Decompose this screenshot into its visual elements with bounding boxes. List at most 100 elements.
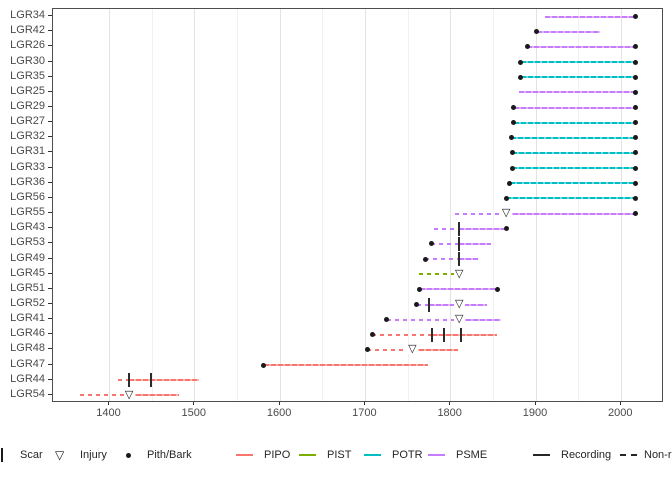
y-axis-tick: [48, 242, 52, 244]
series-line-segment: [520, 61, 636, 64]
y-axis-tick: [48, 333, 52, 335]
pipo-legend-label: PIPO: [264, 449, 291, 461]
pith-bark-dot: [509, 150, 515, 156]
y-axis-label: LGR31: [10, 145, 45, 158]
pith-bark-dot: [503, 195, 509, 201]
pith-bark-dot: [633, 74, 639, 80]
y-axis-tick: [48, 121, 52, 123]
y-axis-tick: [48, 151, 52, 153]
series-line-segment: [512, 167, 636, 170]
injury-marker: ▽: [453, 267, 465, 280]
series-line-segment: [544, 15, 636, 18]
y-axis-label: LGR47: [10, 357, 45, 370]
gridline-minor: [236, 9, 238, 401]
y-axis-label: LGR34: [10, 9, 45, 22]
y-axis-label: LGR36: [10, 175, 45, 188]
plot-panel: ▽ ▽ ▽ ▽ ▽ ▽: [52, 8, 663, 402]
y-axis-tick: [48, 348, 52, 350]
y-axis-label: LGR45: [10, 266, 45, 279]
pipo-line-icon: [236, 454, 253, 456]
y-axis-tick: [48, 136, 52, 138]
pith-bark-dot: [633, 150, 639, 156]
y-axis-label: LGR35: [10, 69, 45, 82]
series-line-segment: [129, 379, 200, 382]
injury-marker: ▽: [500, 207, 512, 220]
injury-icon: ▽: [55, 448, 65, 462]
pith-bark-dot: [508, 135, 514, 141]
gridline-major: [194, 9, 196, 401]
y-axis-tick: [48, 272, 52, 274]
gridline-major: [364, 9, 366, 401]
recording-legend-label: Recording: [561, 449, 612, 461]
y-axis-tick: [48, 303, 52, 304]
pith-bark-dot: [518, 59, 524, 65]
scar-marker: [150, 373, 153, 388]
x-axis-label: 1500: [181, 407, 207, 419]
psme-legend-label: PSME: [456, 449, 488, 461]
gridline-minor: [578, 9, 580, 401]
pith-bark-dot: [495, 286, 501, 292]
pith-bark-dot: [364, 347, 370, 353]
scar-marker: [430, 327, 433, 342]
y-axis-label: LGR44: [10, 372, 45, 385]
x-axis-tick: [278, 402, 280, 405]
nonrecording-legend-symbol: [620, 444, 637, 466]
y-axis-tick: [48, 318, 52, 320]
y-axis-label: LGR54: [10, 387, 45, 400]
pist-legend-label: PIST: [327, 449, 352, 461]
y-axis-label: LGR51: [10, 281, 45, 294]
series-line-segment: [431, 333, 497, 336]
x-axis-label: 1700: [352, 407, 377, 419]
pith-bark-dot: [633, 165, 639, 171]
scar-legend-label: Scar: [20, 449, 43, 461]
nonrecording-legend-label: Non-recording: [644, 449, 672, 461]
series-line-segment: [416, 303, 430, 306]
y-axis-tick: [48, 30, 52, 32]
pith-bark-dot: [633, 89, 639, 95]
gridline-major: [109, 9, 110, 401]
pipo-legend-symbol: [236, 444, 253, 466]
y-axis-tick: [48, 363, 52, 365]
series-line-segment: [419, 273, 460, 276]
scar-legend-symbol: [1, 444, 3, 466]
series-line-segment: [518, 91, 636, 94]
y-axis-tick: [48, 181, 52, 183]
series-line-segment: [129, 394, 180, 397]
injury-marker: ▽: [453, 298, 465, 310]
pith-bark-dot: [507, 180, 513, 186]
psme-line-icon: [428, 454, 445, 456]
y-axis-label: LGR53: [10, 236, 45, 249]
y-axis-label: LGR43: [10, 221, 45, 234]
pith-bark-legend-symbol: [126, 444, 131, 466]
y-axis-tick: [48, 196, 52, 198]
y-axis-label: LGR30: [10, 54, 45, 67]
legend: Scar ▽ Injury Pith/Bark PIPO PIST POTR P…: [0, 444, 672, 466]
y-axis-label: LGR26: [10, 39, 45, 52]
y-axis-label: LGR27: [10, 115, 45, 128]
pith-bark-dot: [633, 195, 639, 201]
x-axis-label: 1600: [266, 407, 292, 419]
pith-bark-dot: [511, 105, 517, 110]
series-line-segment: [386, 318, 460, 321]
y-axis-tick: [48, 212, 52, 214]
x-axis-tick: [534, 402, 536, 405]
injury-marker: ▽: [123, 388, 135, 401]
x-axis-label: 1900: [522, 407, 548, 419]
gridline-minor: [151, 9, 153, 401]
y-axis-tick: [48, 287, 52, 289]
pith-bark-dot: [518, 74, 524, 80]
injury-marker: ▽: [453, 313, 465, 326]
y-axis-tick: [48, 166, 52, 168]
series-line-segment: [459, 227, 507, 230]
gridline-major: [535, 9, 537, 401]
x-axis-tick: [619, 402, 621, 405]
series-line-segment: [459, 242, 491, 245]
series-line-segment: [372, 333, 432, 336]
injury-legend-symbol: ▽: [55, 444, 64, 466]
pith-bark-dot: [633, 44, 639, 50]
pith-bark-dot: [633, 180, 639, 186]
potr-legend-symbol: [364, 444, 381, 466]
pith-bark-dot: [633, 59, 639, 65]
pith-bark-dot: [509, 165, 515, 171]
